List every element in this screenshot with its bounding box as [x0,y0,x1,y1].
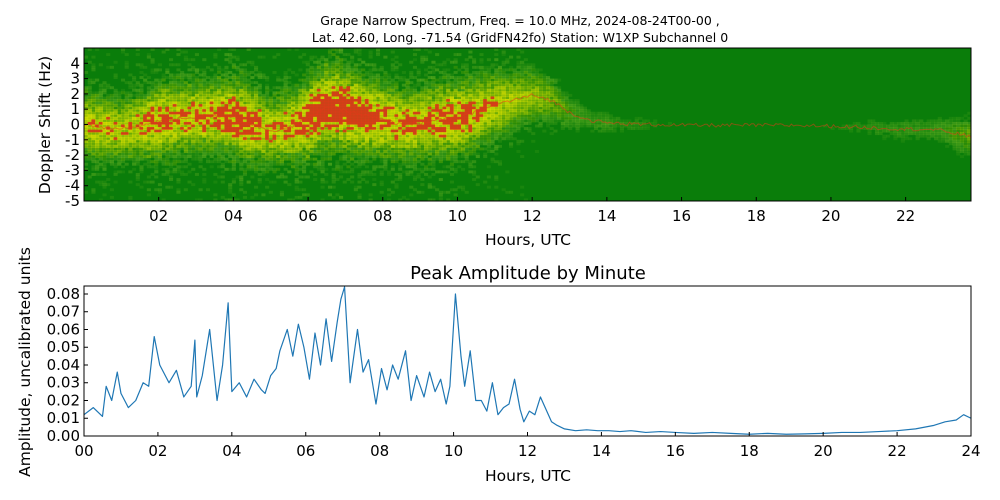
amplitude-x-tick-label: 22 [888,442,907,460]
spectrogram-x-tick-label: 20 [821,207,840,225]
spectrogram-y-tick-label: -5 [65,192,80,210]
amplitude-x-tick-label: 18 [740,442,759,460]
amplitude-x-tick-label: 08 [370,442,389,460]
figure-title-line-2: Lat. 42.60, Long. -71.54 (GridFN42fo) St… [311,30,729,45]
spectrogram-y-tick-label: 1 [70,100,80,118]
spectrogram-x-tick-label: 18 [747,207,766,225]
spectrogram-y-tick-label: 3 [70,70,80,88]
amplitude-y-tick-label: 0.01 [47,409,80,427]
spectrogram-x-tick-label: 16 [672,207,691,225]
amplitude-y-tick-label: 0.02 [47,391,80,409]
amplitude-x-tick-label: 10 [444,442,463,460]
spectrogram-x-tick-label: 06 [299,207,318,225]
spectrogram-x-label: Hours, UTC [485,231,571,249]
spectrogram-x-tick-label: 14 [597,207,616,225]
spectrogram-x-tick-label: 22 [896,207,915,225]
spectrogram-y-tick-label: -4 [65,177,80,195]
amplitude-series-line [83,286,972,435]
amplitude-y-tick-label: 0.00 [47,427,80,445]
amplitude-y-tick-label: 0.06 [47,320,80,338]
spectrogram-x-tick-label: 08 [373,207,392,225]
figure-title-line-1: Grape Narrow Spectrum, Freq. = 10.0 MHz,… [320,13,720,28]
amplitude-y-label: Amplitude, uncalibrated units [16,247,34,477]
spectrogram-x-tick-label: 04 [224,207,243,225]
amplitude-panel: Peak Amplitude by Minute 00 02 04 06 08 10 12 1… [16,247,981,485]
amplitude-x-tick-label: 00 [74,442,93,460]
amplitude-y-tick-label: 0.08 [47,285,80,303]
amplitude-x-tick-label: 02 [148,442,167,460]
spectrogram-x-tick-label: 10 [448,207,467,225]
amplitude-x-tick-label: 06 [296,442,315,460]
spectrogram-y-label: Doppler Shift (Hz) [36,56,54,194]
amplitude-y-tick-label: 0.05 [47,338,80,356]
amplitude-x-tick-label: 04 [222,442,241,460]
amplitude-x-tick-label: 20 [814,442,833,460]
spectrogram-x-tick-label: 02 [149,207,168,225]
amplitude-x-tick-label: 14 [592,442,611,460]
spectrogram-y-tick-label: 4 [70,54,80,72]
spectrogram-y-tick-label: -1 [65,131,80,149]
spectrogram-image [83,48,972,202]
spectrogram-y-tick-label: 0 [70,116,80,134]
spectrogram-y-tick-label: 2 [70,85,80,103]
amplitude-x-tick-label: 24 [961,442,980,460]
spectrogram-y-tick-label: -3 [65,161,80,179]
amplitude-y-tick-label: 0.03 [47,374,80,392]
amplitude-x-tick-label: 12 [518,442,537,460]
spectrogram-doppler-ridge [83,93,972,139]
amplitude-y-tick-label: 0.07 [47,303,80,321]
amplitude-plot-area [84,286,971,436]
amplitude-chart-title: Peak Amplitude by Minute [410,263,646,284]
spectrogram-y-tick-label: -2 [65,146,80,164]
amplitude-x-ticks: 00 02 04 06 08 10 12 14 16 18 20 22 24 [74,432,981,460]
amplitude-y-ticks: 0.000.010.020.030.040.050.060.070.08 [47,285,88,445]
spectrogram-x-ticks: 02 04 06 08 10 12 14 16 18 20 22 [149,197,915,225]
amplitude-x-label: Hours, UTC [485,467,571,485]
spectrogram-cells [84,48,972,202]
spectrogram-x-tick-label: 12 [523,207,542,225]
amplitude-x-tick-label: 16 [666,442,685,460]
amplitude-y-tick-label: 0.04 [47,356,80,374]
